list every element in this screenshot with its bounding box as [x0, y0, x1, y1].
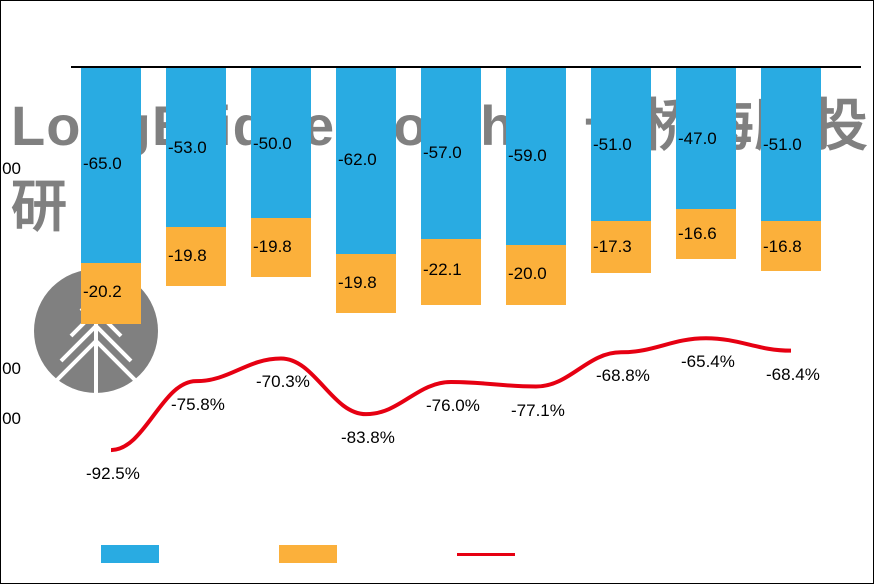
axis-tick: 00: [0, 359, 21, 379]
legend: [101, 545, 515, 563]
legend-line: [457, 553, 515, 556]
line-label: -83.8%: [341, 428, 395, 448]
bar-bottom-label: -16.6: [678, 224, 717, 244]
bar-top-label: -47.0: [678, 129, 717, 149]
plot-area: -65.0 -20.2 -92.5% -53.0 -19.8 -75.8% -50.0 -19…: [71, 66, 861, 481]
bar-top-label: -51.0: [763, 135, 802, 155]
bar-top-label: -53.0: [168, 138, 207, 158]
line-label: -65.4%: [681, 352, 735, 372]
line-label: -68.8%: [596, 366, 650, 386]
legend-swatch: [279, 545, 337, 563]
legend-item: [279, 545, 337, 563]
bar-bottom-label: -20.2: [83, 282, 122, 302]
bar-bottom-label: -19.8: [168, 246, 207, 266]
bar-bottom-label: -20.0: [508, 264, 547, 284]
legend-swatch: [101, 545, 159, 563]
bar-top-label: -57.0: [423, 143, 462, 163]
bar-top-label: -65.0: [83, 154, 122, 174]
line-label: -75.8%: [171, 395, 225, 415]
line-label: -76.0%: [426, 396, 480, 416]
line-label: -70.3%: [256, 372, 310, 392]
line-label: -68.4%: [766, 365, 820, 385]
bar-bottom-label: -22.1: [423, 260, 462, 280]
bar-top-label: -50.0: [253, 134, 292, 154]
legend-item: [101, 545, 159, 563]
chart-container: LongBridge Dolphin 长桥海豚投研 00 00 00 -65.0…: [0, 0, 874, 584]
line-label: -92.5%: [86, 464, 140, 484]
axis-tick: 00: [0, 159, 21, 179]
bar-top-label: -51.0: [593, 135, 632, 155]
bar-bottom-label: -19.8: [338, 273, 377, 293]
bar-top-label: -59.0: [508, 146, 547, 166]
legend-item: [457, 553, 515, 556]
bar-bottom-label: -19.8: [253, 237, 292, 257]
bar-bottom-label: -16.8: [763, 237, 802, 257]
axis-tick: 00: [0, 409, 21, 429]
bar-top-label: -62.0: [338, 150, 377, 170]
bar-bottom-label: -17.3: [593, 237, 632, 257]
line-label: -77.1%: [511, 401, 565, 421]
